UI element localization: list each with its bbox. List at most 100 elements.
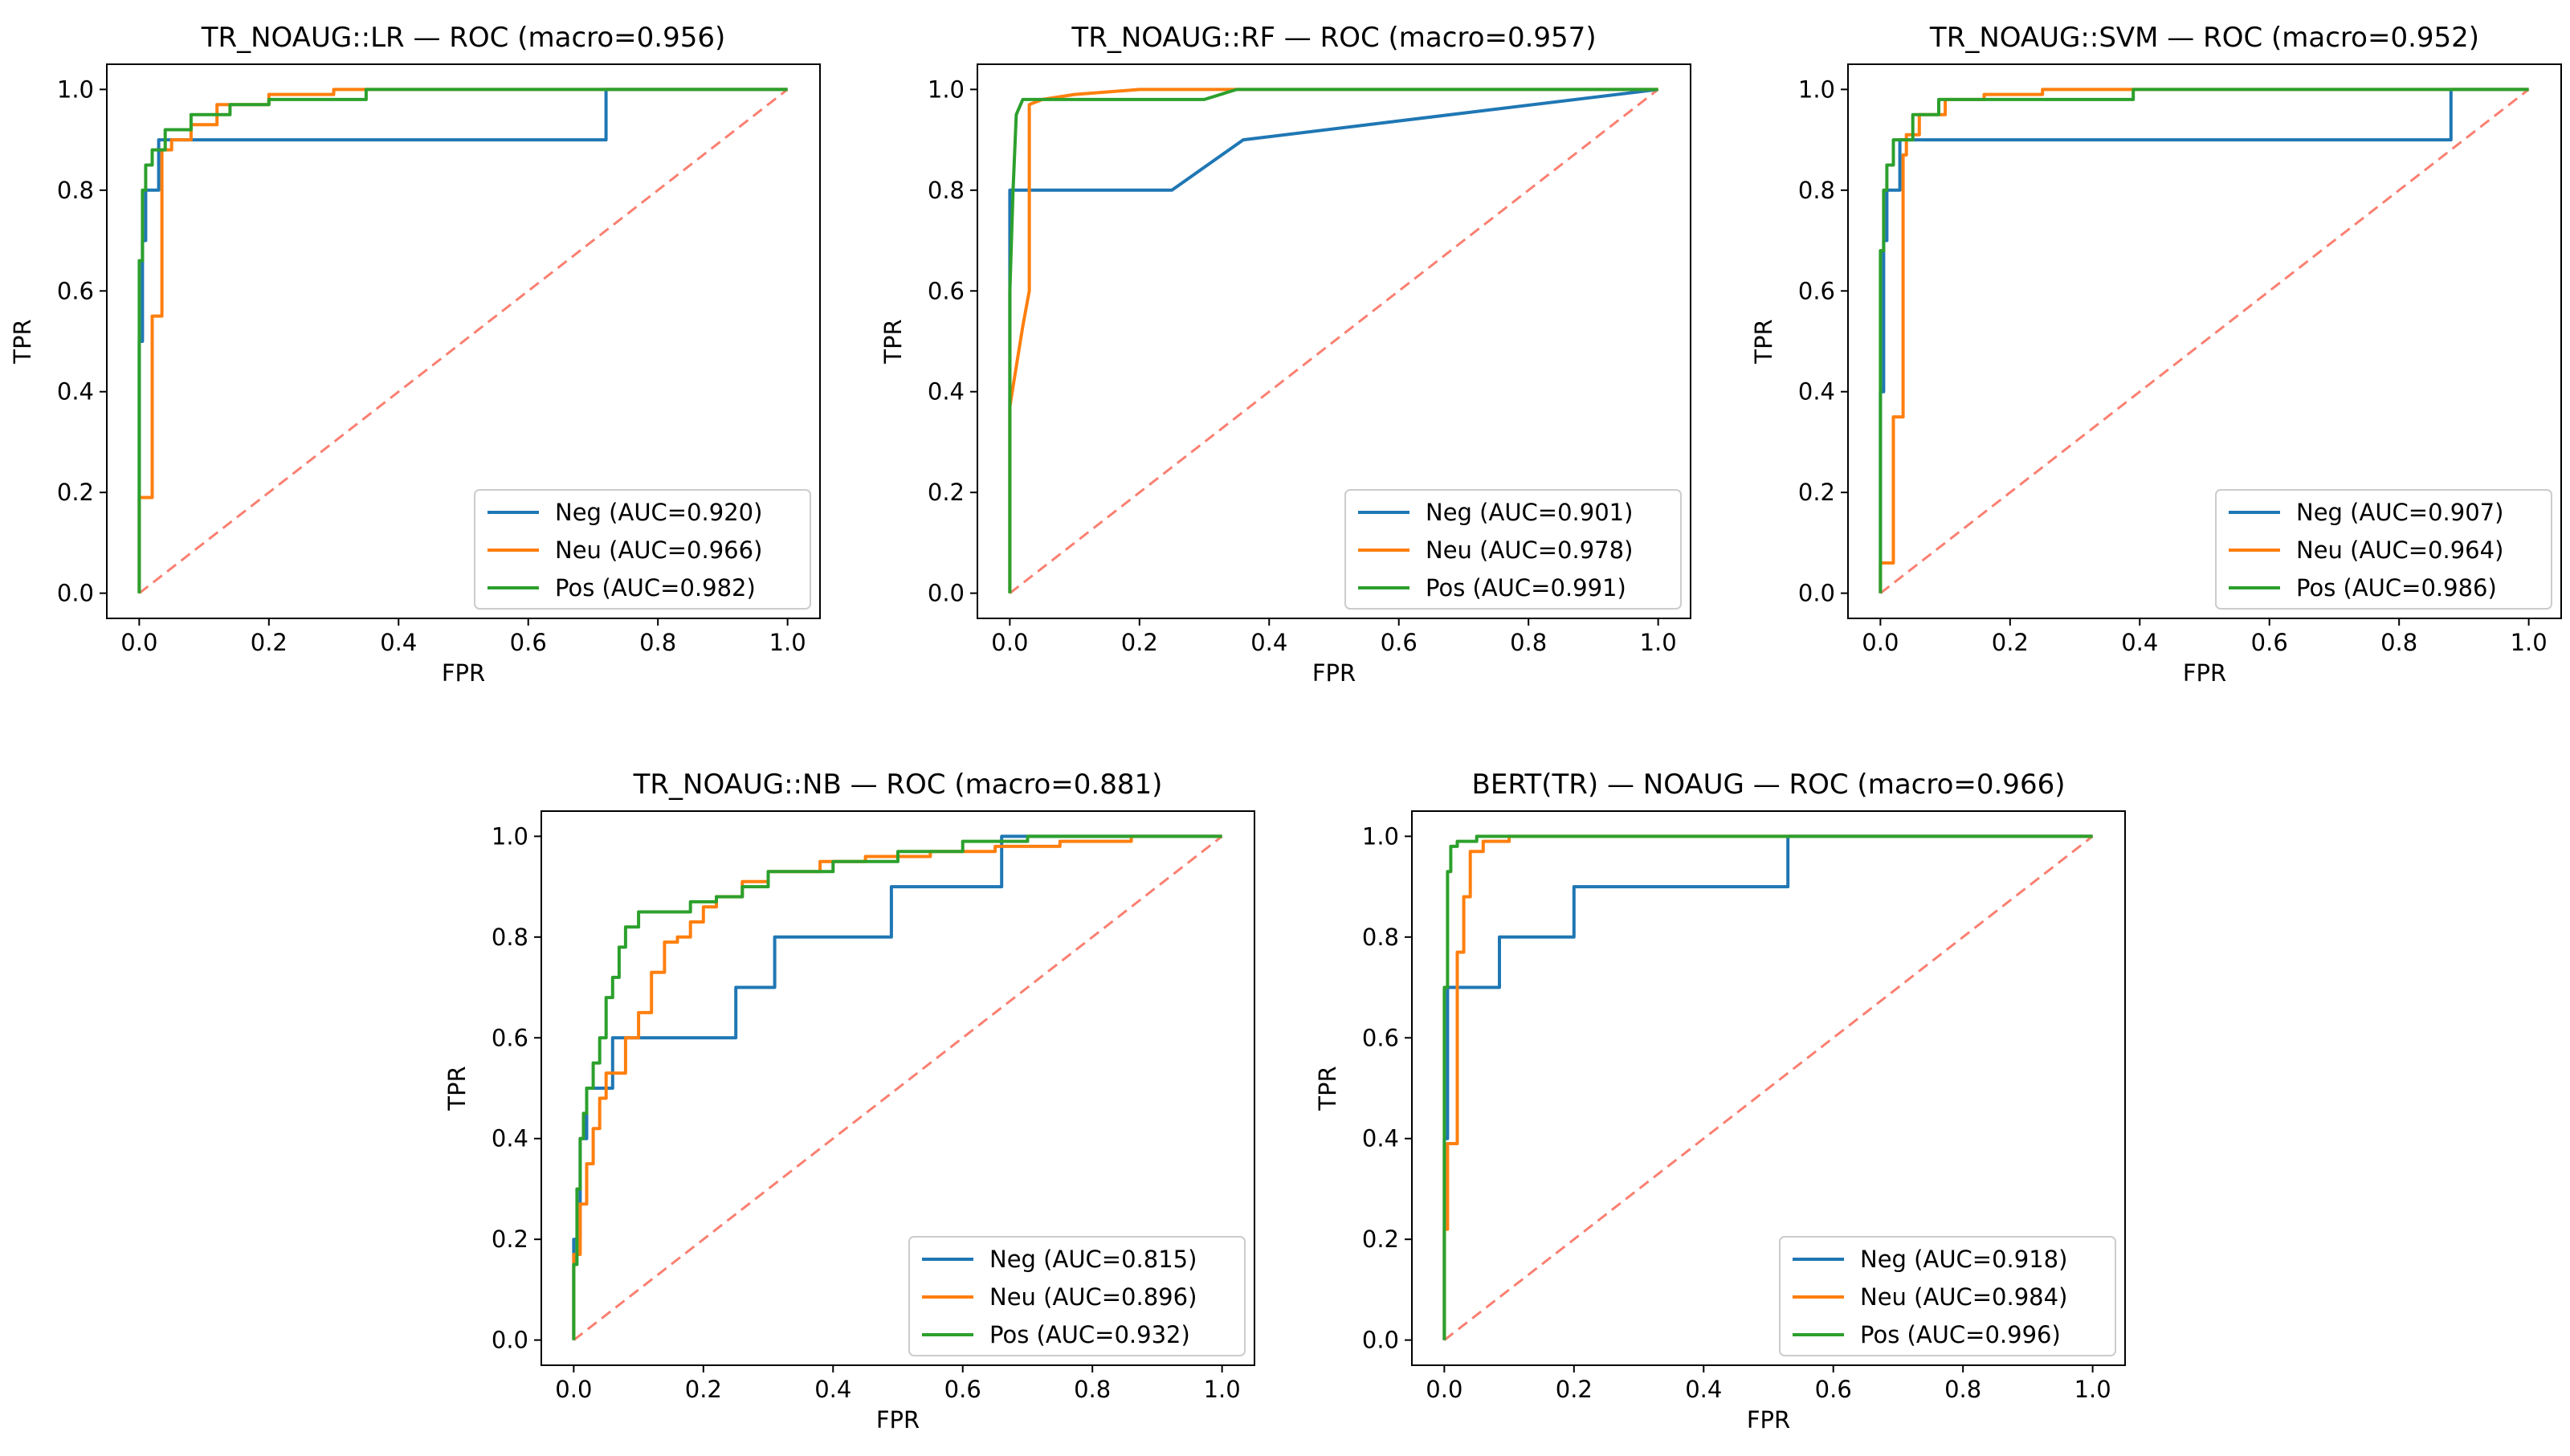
chart5-panel: BERT(TR) — NOAUG — ROC (macro=0.966) 0.0 0… <box>1314 769 2126 1434</box>
chart3-xtick-label: 0.8 <box>2380 629 2417 656</box>
chart1-legend-label-neg: Neg (AUC=0.920) <box>555 499 762 526</box>
chart4-legend: Neg (AUC=0.815) Neu (AUC=0.896) Pos (AUC=0… <box>908 1236 1246 1356</box>
chart5-xtick-label: 0.6 <box>1815 1376 1852 1403</box>
chart2-title: TR_NOAUG::RF — ROC (macro=0.957) <box>1071 22 1596 54</box>
chart4-chance-line <box>573 835 1223 1341</box>
chart5-legend-box <box>1779 1236 2116 1356</box>
chart3-legend: Neg (AUC=0.907) Neu (AUC=0.964) Pos (AUC=0… <box>2215 489 2552 610</box>
chart1-ylabel: TPR <box>9 319 36 364</box>
chart4-ytick-label: 0.2 <box>492 1226 528 1253</box>
chart2-series-neu-line <box>1008 88 1658 593</box>
chart3-xlabel: FPR <box>2183 659 2226 687</box>
chart2-xtick-label: 1.0 <box>1640 629 1677 656</box>
chart5-legend-label-pos: Pos (AUC=0.996) <box>1860 1321 2061 1348</box>
chart5-xtick-label: 0.4 <box>1685 1376 1722 1403</box>
chart5-xtick-label: 0.2 <box>1556 1376 1593 1403</box>
chart2-series-pos-line <box>1008 88 1658 593</box>
chart3-ylabel: TPR <box>1750 319 1777 364</box>
chart5-ytick-label: 0.0 <box>1362 1327 1399 1354</box>
chart3-panel: TR_NOAUG::SVM — ROC (macro=0.952)0.00.00… <box>1750 22 2562 687</box>
chart3-xtick-label: 0.6 <box>2251 629 2288 656</box>
chart1-legend: Neg (AUC=0.920) Neu (AUC=0.966) Pos (AUC=0… <box>474 489 811 610</box>
chart4-title: TR_NOAUG::NB — ROC (macro=0.881) <box>633 769 1163 801</box>
chart4-legend-box <box>908 1236 1246 1356</box>
chart4-xtick-label: 0.2 <box>685 1376 722 1403</box>
chart4-legend-label-neg: Neg (AUC=0.815) <box>989 1246 1197 1273</box>
chart3-xtick-label: 0.0 <box>1862 629 1899 656</box>
chart1-panel: TR_NOAUG::LR — ROC (macro=0.956)0.00.00.… <box>9 22 821 687</box>
chart2-ytick-label: 0.4 <box>928 378 965 406</box>
chart4-series-pos-line <box>572 834 1222 1340</box>
chart3-ytick-label: 0.0 <box>1798 580 1835 607</box>
chart3-series-pos-line <box>1879 88 2529 593</box>
chart4-ylabel: TPR <box>443 1066 471 1111</box>
chart3-ytick-label: 0.2 <box>1798 479 1835 506</box>
chart1-series-neu-line <box>137 88 788 593</box>
chart5-ytick-label: 0.6 <box>1362 1024 1399 1051</box>
chart3-legend-label-pos: Pos (AUC=0.986) <box>2296 574 2497 602</box>
chart4-xtick-label: 0.8 <box>1074 1376 1111 1403</box>
chart1-legend-box <box>474 489 811 610</box>
chart3-title: TR_NOAUG::SVM — ROC (macro=0.952) <box>1929 22 2479 54</box>
chart1-ytick-label: 0.6 <box>57 277 94 304</box>
chart2-legend-box <box>1344 489 1682 610</box>
chart1-axes-frame <box>106 63 821 619</box>
chart5-plot-area <box>1442 834 2094 1341</box>
chart2-legend-label-neu: Neu (AUC=0.978) <box>1426 536 1633 564</box>
chart5-xlabel: FPR <box>1747 1406 1790 1434</box>
chart2-ytick-label: 0.8 <box>928 177 965 204</box>
chart1-legend-label-pos: Pos (AUC=0.982) <box>555 574 756 602</box>
chart5-legend-label-neg: Neg (AUC=0.918) <box>1860 1246 2067 1273</box>
chart3-legend-box <box>2215 489 2552 610</box>
chart5-legend: Neg (AUC=0.918) Neu (AUC=0.984) Pos (AUC=0… <box>1779 1236 2116 1356</box>
chart3-ytick-label: 0.6 <box>1798 277 1835 304</box>
chart5-series-pos-line <box>1442 834 2093 1340</box>
chart5-ylabel: TPR <box>1314 1066 1341 1111</box>
chart2-ylabel: TPR <box>879 319 907 364</box>
chart2-ytick-label: 1.0 <box>928 75 965 103</box>
chart4-ytick-label: 0.8 <box>492 924 528 951</box>
chart1-legend-label-neu: Neu (AUC=0.966) <box>555 536 762 564</box>
chart4-xtick-label: 1.0 <box>1204 1376 1241 1403</box>
chart5-axes-frame <box>1411 810 2126 1366</box>
chart3-ytick-label: 0.4 <box>1798 378 1835 406</box>
chart1-xtick-label: 1.0 <box>769 629 806 656</box>
chart2-xtick-label: 0.4 <box>1250 629 1287 656</box>
chart1-title: TR_NOAUG::LR — ROC (macro=0.956) <box>201 22 726 54</box>
chart2-plot-area <box>1008 88 1659 594</box>
chart3-legend-label-neg: Neg (AUC=0.907) <box>2296 499 2503 526</box>
chart2-axes-frame <box>977 63 1691 619</box>
chart3-plot-area <box>1879 88 2530 594</box>
chart1-series-pos-line <box>137 88 788 593</box>
chart2-chance-line <box>1009 88 1659 594</box>
chart2-xlabel: FPR <box>1312 659 1356 687</box>
chart4-xtick-label: 0.4 <box>814 1376 851 1403</box>
chart5-ytick-label: 0.4 <box>1362 1125 1399 1152</box>
chart1-plot-area <box>137 88 789 594</box>
chart1-xtick-label: 0.0 <box>120 629 157 656</box>
chart3-ytick-label: 0.8 <box>1798 177 1835 204</box>
chart4-panel: TR_NOAUG::NB — ROC (macro=0.881)0.00.00.… <box>443 769 1255 1434</box>
chart1-ytick-label: 0.4 <box>57 378 94 406</box>
chart4-xtick-label: 0.0 <box>555 1376 592 1403</box>
chart1-xtick-label: 0.2 <box>251 629 288 656</box>
chart5-chance-line <box>1443 835 2094 1341</box>
chart2-legend-label-pos: Pos (AUC=0.991) <box>1426 574 1626 602</box>
chart3-xtick-label: 1.0 <box>2511 629 2548 656</box>
chart5-ytick-label: 0.8 <box>1362 924 1399 951</box>
chart3-axes-frame <box>1847 63 2562 619</box>
chart2-xtick-label: 0.6 <box>1381 629 1418 656</box>
chart3-legend-label-neu: Neu (AUC=0.964) <box>2296 536 2503 564</box>
chart2-ytick-label: 0.0 <box>928 580 965 607</box>
chart4-series-neu-line <box>572 834 1222 1340</box>
chart4-ytick-label: 0.0 <box>492 1327 528 1354</box>
chart1-xtick-label: 0.4 <box>380 629 417 656</box>
chart4-ytick-label: 1.0 <box>492 822 528 850</box>
chart5-xtick-label: 0.8 <box>1944 1376 1981 1403</box>
chart4-xtick-label: 0.6 <box>944 1376 981 1403</box>
chart1-ytick-label: 0.0 <box>57 580 94 607</box>
chart5-ytick-label: 1.0 <box>1362 822 1399 850</box>
chart5-ytick-label: 0.2 <box>1362 1226 1399 1253</box>
chart2-legend: Neg (AUC=0.901) Neu (AUC=0.978) Pos (AUC=0… <box>1344 489 1682 610</box>
